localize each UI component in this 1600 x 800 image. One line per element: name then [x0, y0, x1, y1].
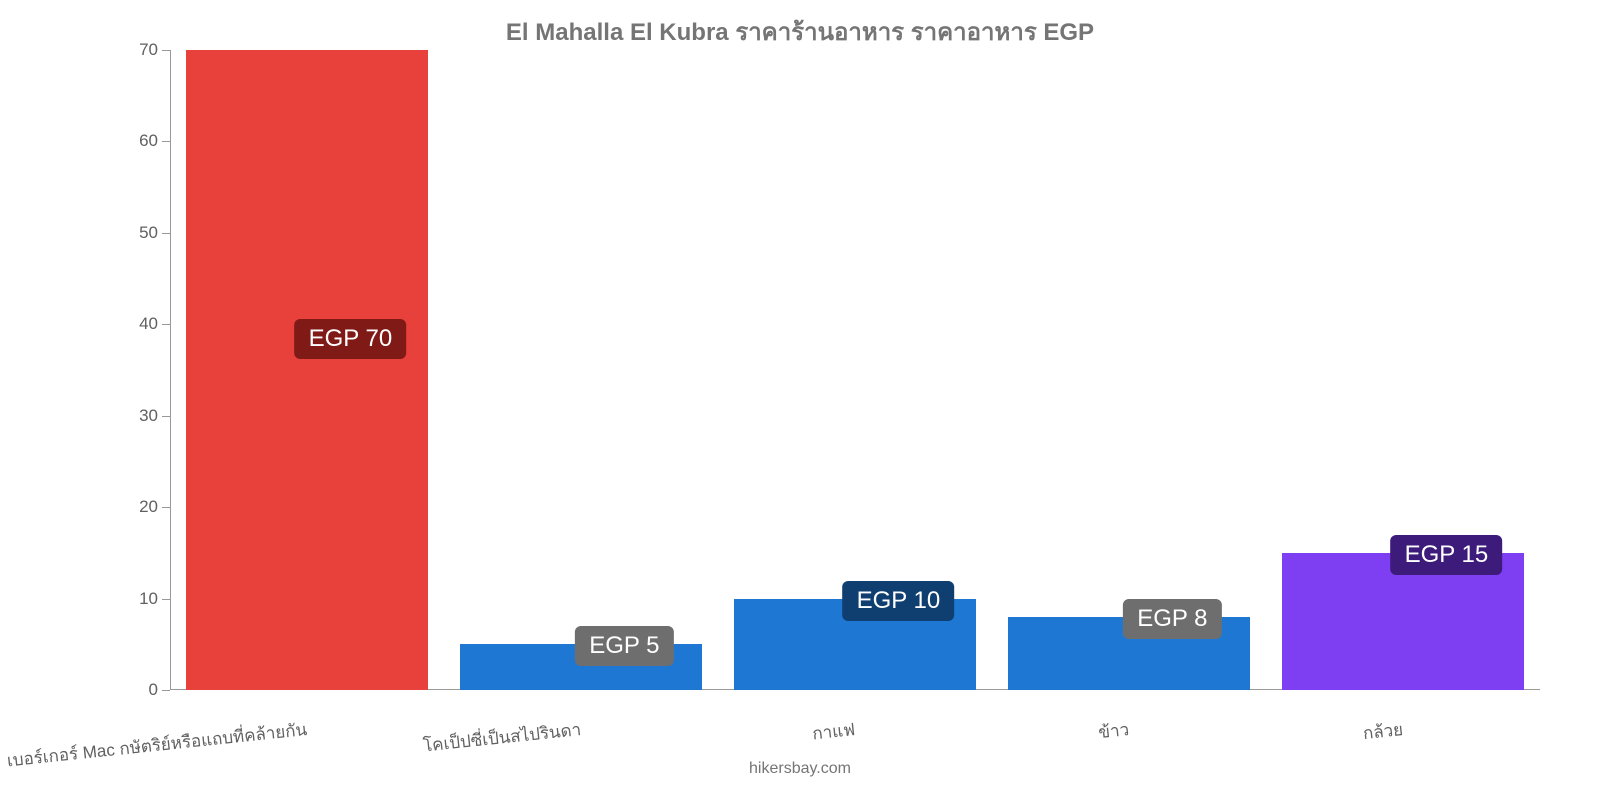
y-tick [162, 233, 170, 234]
plot-area: 010203040506070EGP 70เบอร์เกอร์ Mac กษัต… [170, 50, 1540, 690]
y-tick [162, 599, 170, 600]
x-tick-label: ข้าว [1097, 716, 1130, 746]
bar [186, 50, 427, 690]
y-tick-label: 70 [139, 40, 158, 60]
y-tick [162, 324, 170, 325]
y-tick [162, 690, 170, 691]
y-tick-label: 50 [139, 223, 158, 243]
y-tick [162, 416, 170, 417]
y-tick-label: 30 [139, 406, 158, 426]
attribution-text: hikersbay.com [0, 760, 1600, 778]
y-tick-label: 60 [139, 131, 158, 151]
chart-title: El Mahalla El Kubra ราคาร้านอาหาร ราคาอา… [0, 0, 1600, 51]
y-tick [162, 507, 170, 508]
y-tick-label: 40 [139, 314, 158, 334]
price-bar-chart: El Mahalla El Kubra ราคาร้านอาหาร ราคาอา… [0, 0, 1600, 800]
x-tick-label: โคเป็ปซี่เป็นสไปรินดา [422, 716, 583, 759]
y-axis [170, 50, 171, 690]
y-tick-label: 20 [139, 497, 158, 517]
value-badge: EGP 70 [295, 319, 407, 359]
y-tick-label: 0 [149, 680, 158, 700]
value-badge: EGP 15 [1391, 535, 1503, 575]
value-badge: EGP 8 [1123, 599, 1221, 639]
x-tick-label: กาแฟ [811, 716, 856, 747]
x-tick-label: กล้วย [1362, 716, 1405, 747]
value-badge: EGP 10 [843, 581, 955, 621]
y-tick [162, 50, 170, 51]
y-tick-label: 10 [139, 589, 158, 609]
value-badge: EGP 5 [575, 626, 673, 666]
y-tick [162, 141, 170, 142]
